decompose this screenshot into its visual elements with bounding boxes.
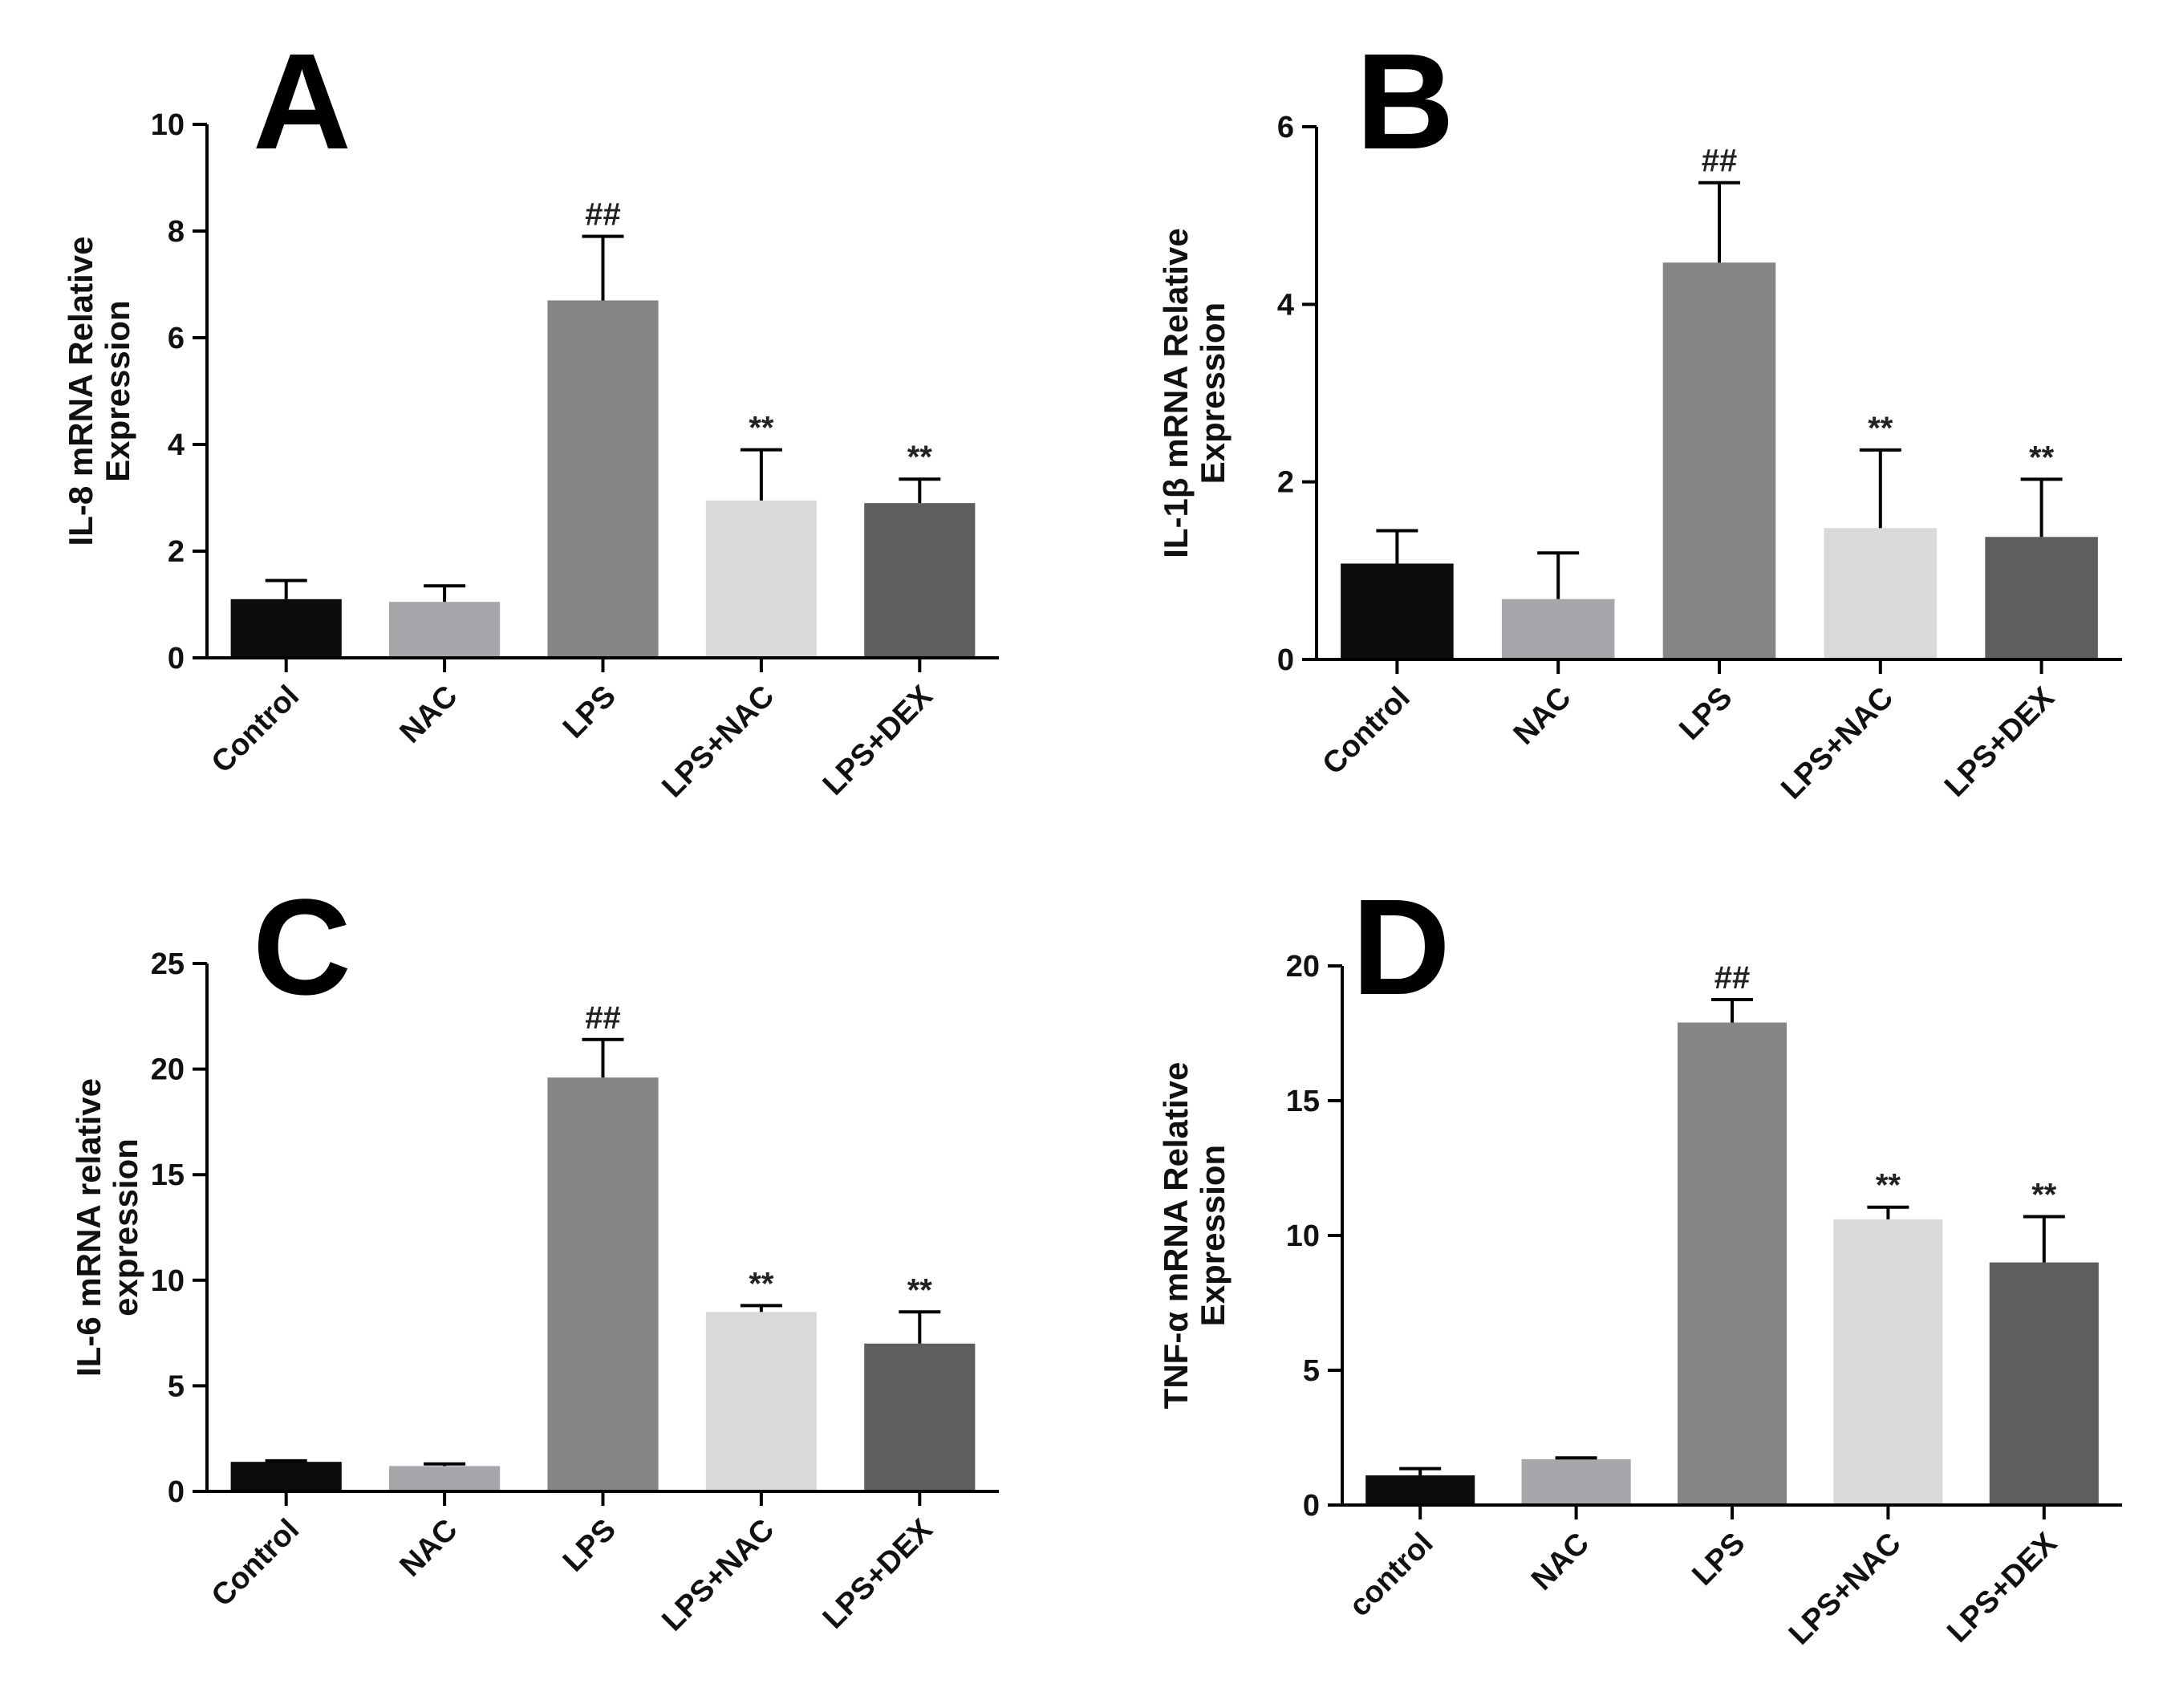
y-tick-label: 8: [168, 215, 185, 249]
y-tick-label: 4: [1277, 288, 1294, 322]
significance-marker: ##: [1702, 144, 1738, 179]
panel-letter-a: A: [253, 26, 351, 178]
bar: [1365, 1475, 1475, 1503]
bar: [547, 1077, 659, 1490]
x-tick-label: NAC: [394, 1513, 465, 1584]
y-tick-label: 0: [168, 1475, 185, 1509]
y-tick-label: 20: [151, 1053, 185, 1087]
bar: [1985, 537, 2098, 658]
y-axis-label-line: IL-6 mRNA relative: [70, 1078, 108, 1377]
x-tick-label: LPS: [1686, 1527, 1751, 1592]
x-tick-label: control: [1343, 1527, 1440, 1624]
chart-panel-c: C 0 5 10 15 20 25 IL-6 mRNA relativeexpression…: [0, 854, 1087, 1707]
panel-letter-b: B: [1356, 26, 1455, 178]
bar: [864, 503, 976, 656]
y-tick-label: 0: [1277, 643, 1294, 677]
x-tick-label: LPS+NAC: [1775, 681, 1900, 806]
bar: [1677, 1022, 1787, 1503]
significance-marker: ##: [1714, 960, 1751, 996]
bar: [1501, 598, 1615, 658]
y-tick-label: 15: [1286, 1085, 1320, 1118]
bar: [230, 1462, 342, 1490]
bar: [864, 1343, 976, 1490]
y-axis-label-line: Expression: [99, 300, 136, 481]
significance-marker: ##: [585, 197, 621, 233]
y-tick-label: 5: [1303, 1354, 1320, 1388]
y-axis-label: TNF-α mRNA RelativeExpression: [1157, 1062, 1232, 1410]
bar: [1521, 1458, 1631, 1503]
x-tick-label: LPS: [1673, 681, 1739, 747]
chart-c-svg: C 0 5 10 15 20 25 IL-6 mRNA relativeexpression…: [70, 871, 999, 1638]
x-tick-label: LPS+NAC: [655, 680, 781, 805]
y-axis-label-line: expression: [107, 1138, 144, 1316]
x-tick-label: NAC: [394, 680, 465, 750]
x-tick-label: LPS: [557, 1513, 623, 1579]
bar: [389, 1466, 501, 1490]
chart-panel-a: A 0 2 4 6 8 10 IL-8 mRNA RelativeExpression Con…: [0, 0, 1087, 854]
significance-marker: ##: [585, 1000, 621, 1036]
bar: [230, 598, 342, 656]
bar: [1989, 1262, 2099, 1503]
chart-panel-d: D 0 5 10 15 20 TNF-α mRNA RelativeExpression c…: [1087, 854, 2174, 1707]
x-tick-label: LPS+DEX: [1938, 680, 2061, 803]
y-axis-label-line: IL-8 mRNA Relative: [62, 237, 99, 546]
significance-marker: **: [2029, 440, 2055, 475]
chart-d-svg: D 0 5 10 15 20 TNF-α mRNA RelativeExpression c…: [1157, 871, 2122, 1652]
bar: [1341, 563, 1454, 658]
y-tick-label: 25: [151, 947, 185, 981]
x-tick-label: LPS: [557, 680, 623, 745]
y-tick-label: 20: [1286, 950, 1320, 984]
y-tick-label: 6: [168, 322, 185, 355]
x-tick-label: LPS+DEX: [817, 1512, 939, 1635]
y-axis-label-line: IL-1β mRNA Relative: [1157, 228, 1195, 558]
significance-marker: **: [2031, 1177, 2057, 1212]
y-tick-label: 15: [151, 1158, 185, 1192]
significance-marker: **: [907, 1272, 933, 1308]
x-tick-label: LPS+DEX: [817, 679, 939, 801]
y-tick-label: 2: [1277, 466, 1294, 500]
y-tick-label: 10: [151, 108, 185, 142]
x-tick-label: Control: [1317, 681, 1417, 781]
y-axis-label-line: Expression: [1194, 1145, 1232, 1326]
x-tick-label: LPS+DEX: [1941, 1526, 2063, 1649]
y-axis-label-line: Expression: [1194, 302, 1232, 484]
y-axis-label: IL-6 mRNA relativeexpression: [70, 1078, 144, 1377]
y-tick-label: 4: [168, 428, 185, 462]
chart-a-svg: A 0 2 4 6 8 10 IL-8 mRNA RelativeExpression Con…: [62, 26, 999, 805]
chart-panel-b: B 0 2 4 6 IL-1β mRNA RelativeExpression Contr…: [1087, 0, 2174, 854]
x-tick-label: Control: [205, 680, 306, 780]
significance-marker: **: [749, 1266, 774, 1301]
x-tick-label: NAC: [1507, 681, 1578, 752]
y-tick-label: 0: [1303, 1489, 1320, 1523]
bar: [705, 500, 817, 656]
y-tick-label: 10: [1286, 1219, 1320, 1253]
chart-b-svg: B 0 2 4 6 IL-1β mRNA RelativeExpression Contr…: [1157, 26, 2122, 806]
y-tick-label: 2: [168, 535, 185, 569]
y-tick-label: 6: [1277, 111, 1294, 144]
y-tick-label: 5: [168, 1369, 185, 1403]
y-tick-label: 0: [168, 642, 185, 675]
bar: [1662, 262, 1776, 658]
bar: [705, 1312, 817, 1490]
y-axis-label: IL-1β mRNA RelativeExpression: [1157, 228, 1232, 558]
bar: [389, 602, 501, 656]
x-tick-label: NAC: [1525, 1527, 1596, 1597]
x-tick-label: LPS+NAC: [655, 1513, 781, 1638]
x-tick-label: LPS+NAC: [1783, 1527, 1908, 1652]
x-tick-label: Control: [205, 1513, 306, 1613]
significance-marker: **: [907, 440, 933, 475]
panel-letter-c: C: [253, 871, 351, 1024]
bar: [1833, 1219, 1943, 1503]
y-axis-label: IL-8 mRNA RelativeExpression: [62, 237, 136, 546]
y-tick-label: 10: [151, 1264, 185, 1298]
y-axis-label-line: TNF-α mRNA Relative: [1157, 1062, 1195, 1410]
bar: [547, 300, 659, 656]
significance-marker: **: [1876, 1168, 1901, 1203]
panel-letter-d: D: [1352, 871, 1451, 1024]
significance-marker: **: [749, 411, 774, 446]
significance-marker: **: [1868, 411, 1893, 446]
bar: [1824, 528, 1938, 658]
